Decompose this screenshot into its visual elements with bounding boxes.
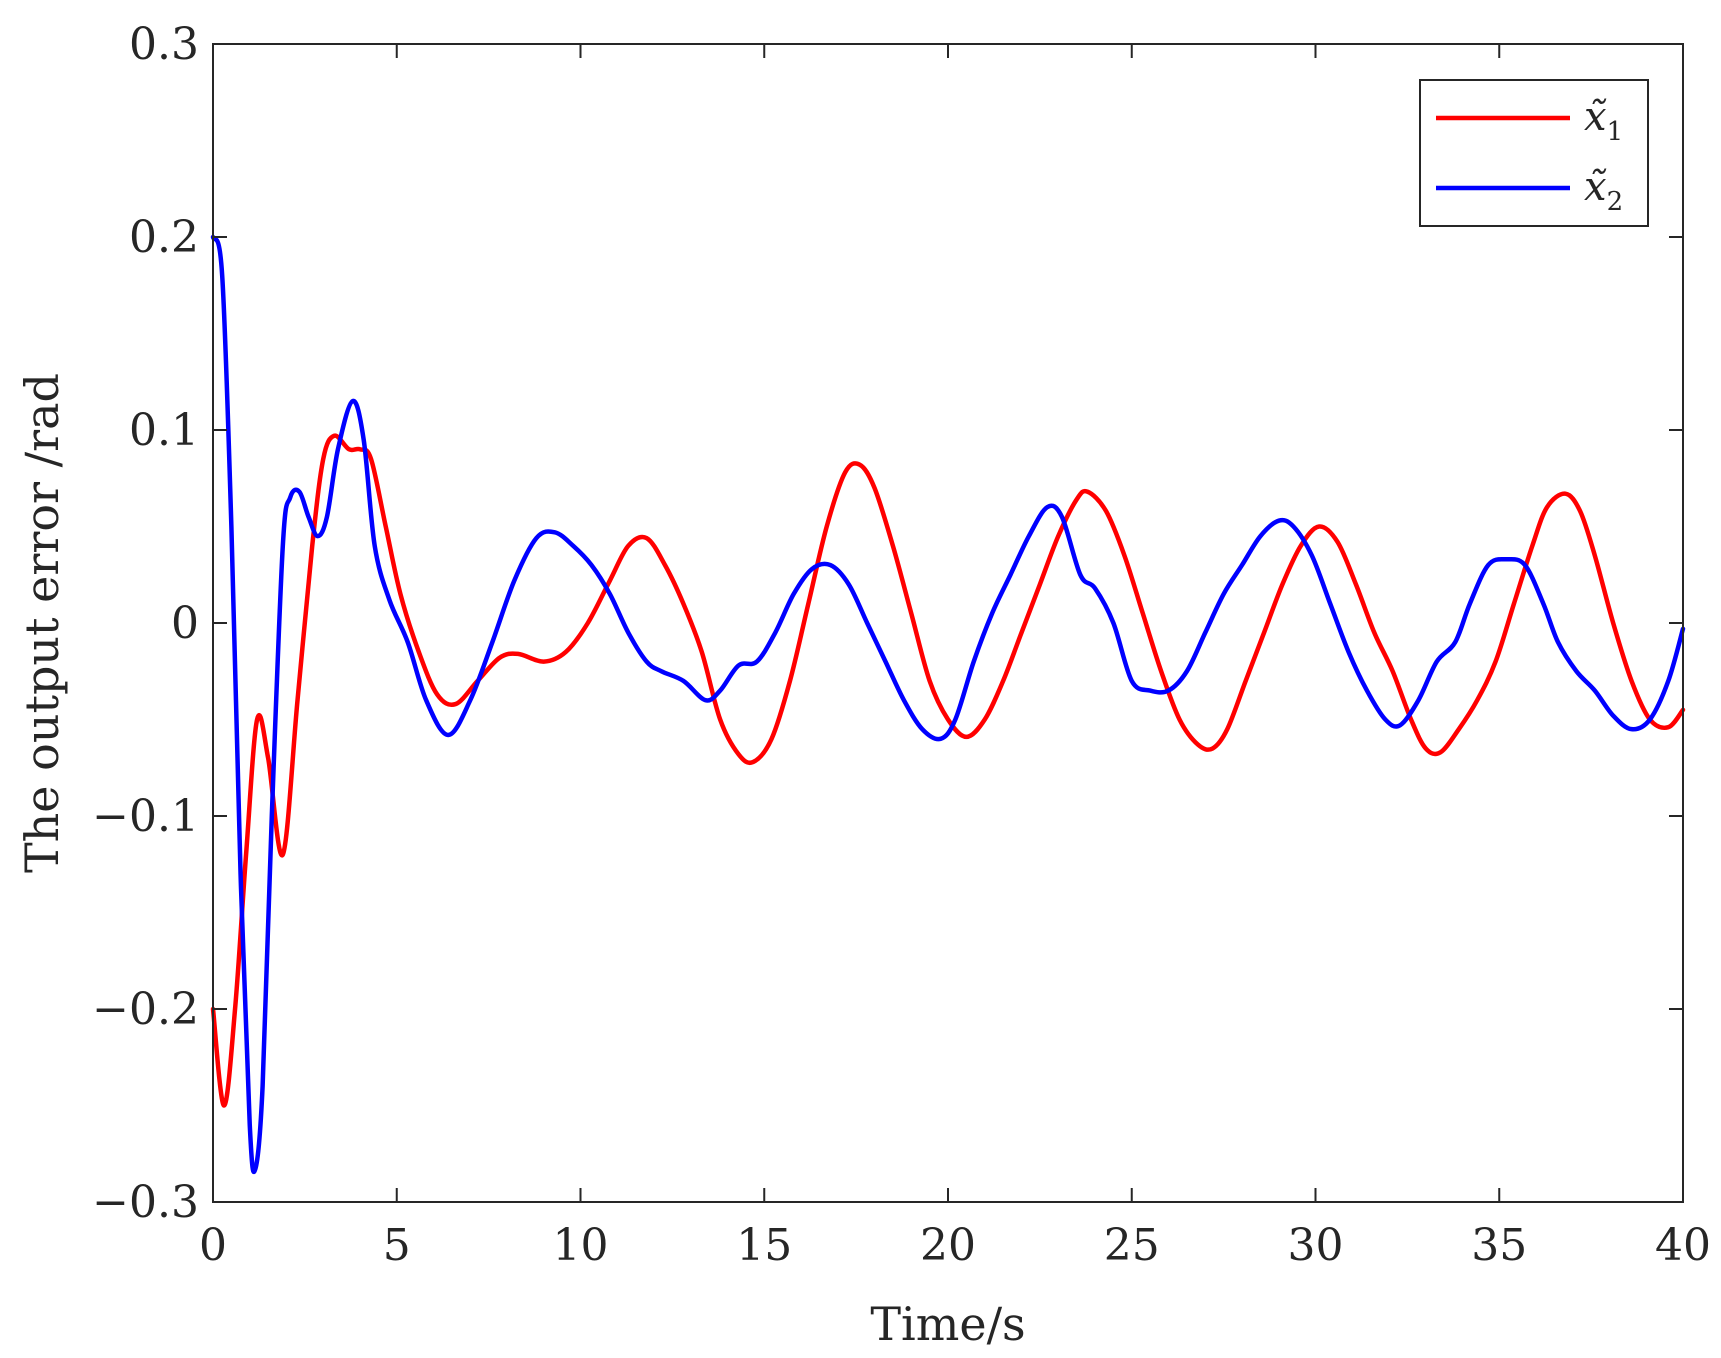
y-tick-label: 0.1 [129, 405, 199, 456]
plot-background [213, 44, 1683, 1202]
y-tick-label: −0.3 [92, 1177, 199, 1228]
series-line-x1 [210, 433, 1686, 1108]
x-tick-label: 30 [1288, 1220, 1344, 1271]
legend: x̃1 x̃2 [1419, 79, 1649, 227]
x-tick-label: 10 [553, 1220, 609, 1271]
legend-entry-x2-subscript: 2 [1607, 187, 1624, 217]
tick-labels-layer: 0 5 10 15 20 25 30 35 40 −0.3 −0.2 −0.1 0 0.1 0.2 0.3 [92, 19, 1711, 1271]
x-tick-label: 20 [920, 1220, 976, 1271]
x-tick-label: 40 [1655, 1220, 1711, 1271]
y-axis-label: The output error /rad [15, 373, 69, 873]
x-axis-label: Time/s [870, 1297, 1025, 1351]
y-tick-label: 0.3 [129, 19, 199, 70]
x-tick-label: 0 [199, 1220, 227, 1271]
legend-entry-x2-name: x̃ [1584, 164, 1607, 210]
legend-entry-x1-name: x̃ [1584, 94, 1607, 140]
y-tick-label: −0.2 [92, 984, 199, 1035]
legend-entry-x1: x̃1 [1584, 94, 1623, 147]
legend-entry-x2: x̃2 [1584, 164, 1623, 217]
series-line-x2 [210, 234, 1686, 1175]
legend-entry-x1-subscript: 1 [1607, 117, 1624, 147]
y-tick-label: −0.1 [92, 791, 199, 842]
ticks-layer [212, 43, 1684, 1203]
y-tick-label: 0.2 [129, 212, 199, 263]
series-layer [210, 234, 1686, 1175]
x-tick-label: 25 [1104, 1220, 1160, 1271]
x-tick-label: 5 [383, 1220, 411, 1271]
x-tick-label: 35 [1471, 1220, 1527, 1271]
x-tick-label: 15 [736, 1220, 792, 1271]
legend-box [1419, 79, 1649, 227]
y-tick-label: 0 [171, 598, 199, 649]
